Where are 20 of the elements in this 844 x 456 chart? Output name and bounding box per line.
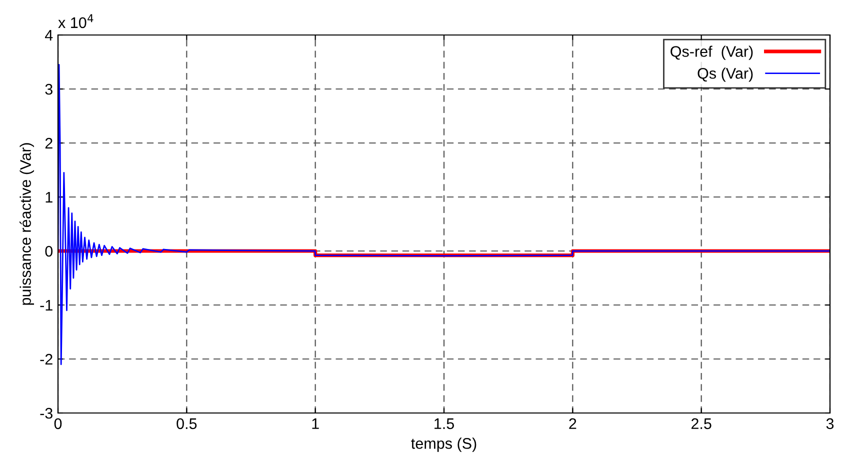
legend-label: Qs-ref (Var): [670, 46, 753, 60]
y-axis-title: puissance réactive (Var): [20, 143, 34, 305]
x-tick-label: 0: [54, 418, 62, 430]
y-tick-label: 1: [46, 192, 52, 203]
y-tick-label: -1: [40, 300, 52, 311]
x-axis-title: temps (S): [411, 438, 476, 452]
text: x 10$^{4}$: [58, 14, 94, 28]
y-tick-label: 2: [45, 138, 52, 149]
x-tick-label: 1.5: [434, 418, 454, 430]
y-tick-label: 3: [45, 84, 52, 95]
y-tick-label: -2: [40, 354, 52, 365]
legend-label: Qs (Var): [698, 68, 753, 82]
y-tick-label: 0: [45, 246, 53, 257]
x-tick-label: 1: [312, 418, 319, 429]
x-tick-label: 2.5: [691, 418, 712, 430]
y-tick-label: 4: [44, 30, 53, 41]
x-tick-label: 2: [569, 418, 576, 429]
x-tick-label: 0.5: [176, 418, 197, 430]
x-tick-label: 3: [826, 418, 834, 430]
y-tick-label: -3: [40, 408, 52, 419]
